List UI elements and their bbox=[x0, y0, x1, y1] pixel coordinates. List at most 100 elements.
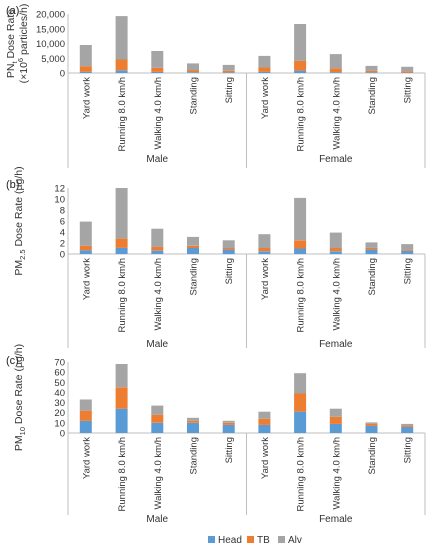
bar-head-segment bbox=[79, 71, 92, 73]
bar-alv-segment bbox=[294, 24, 307, 61]
bar-head-segment bbox=[294, 411, 307, 433]
y-tick-label: 20 bbox=[54, 408, 65, 419]
x-category-label: Walking 4.0 km/h bbox=[153, 77, 164, 150]
y-tick-label: 10 bbox=[54, 195, 65, 206]
bar-tb-segment bbox=[401, 249, 414, 251]
bar-tb-segment bbox=[329, 247, 342, 252]
bar-alv-segment bbox=[222, 420, 235, 423]
bar-alv-segment bbox=[115, 16, 128, 60]
bar-alv-segment bbox=[365, 242, 378, 248]
bar-head-segment bbox=[187, 72, 199, 73]
bar-head-segment bbox=[151, 250, 164, 254]
x-category-label: Walking 4.0 km/h bbox=[331, 258, 342, 331]
bar-head-segment bbox=[187, 422, 199, 433]
bar-tb-segment bbox=[401, 71, 414, 73]
y-tick-label: 0 bbox=[60, 250, 65, 261]
y-tick-label: 50 bbox=[54, 378, 65, 389]
bar-alv-segment bbox=[115, 364, 128, 388]
x-category-label: Sitting bbox=[403, 258, 414, 284]
bar-head-segment bbox=[115, 70, 128, 73]
bar-alv-segment bbox=[151, 228, 164, 247]
y-tick-label: 8 bbox=[60, 206, 65, 217]
x-category-label: Yard work bbox=[260, 437, 271, 479]
bar-tb-segment bbox=[294, 393, 307, 412]
bar-alv-segment bbox=[365, 422, 378, 424]
x-category-label: Walking 4.0 km/h bbox=[331, 437, 342, 510]
bar-head-segment bbox=[115, 408, 128, 433]
bar-head-segment bbox=[365, 72, 378, 73]
bar-head-segment bbox=[294, 248, 307, 254]
bar-tb-segment bbox=[258, 67, 271, 72]
bar-alv-segment bbox=[187, 417, 199, 421]
x-category-label: Running 8.0 km/h bbox=[117, 437, 128, 511]
bar-head-segment bbox=[258, 424, 271, 433]
bar-alv-segment bbox=[258, 234, 271, 248]
bar-tb-segment bbox=[222, 422, 235, 425]
bar-alv-segment bbox=[222, 64, 235, 71]
x-category-label: Yard work bbox=[260, 77, 271, 119]
panel-label: (a) bbox=[6, 5, 19, 17]
group-label: Female bbox=[319, 514, 353, 525]
x-category-label: Running 8.0 km/h bbox=[117, 258, 128, 332]
x-category-label: Yard work bbox=[81, 258, 92, 300]
bar-alv-segment bbox=[79, 399, 92, 411]
bar-head-segment bbox=[329, 72, 342, 73]
bar-alv-segment bbox=[294, 197, 307, 241]
x-category-label: Sitting bbox=[224, 77, 235, 103]
bar-alv-segment bbox=[401, 66, 414, 72]
legend-swatch-tb bbox=[247, 536, 254, 543]
bar-head-segment bbox=[294, 70, 307, 73]
legend-label: Alv bbox=[288, 535, 302, 546]
bar-tb-segment bbox=[329, 68, 342, 73]
group-label: Male bbox=[146, 514, 168, 525]
bar-alv-segment bbox=[401, 244, 414, 250]
bar-alv-segment bbox=[294, 373, 307, 394]
x-category-label: Standing bbox=[189, 77, 200, 115]
bar-head-segment bbox=[258, 251, 271, 255]
x-category-label: Standing bbox=[367, 258, 378, 296]
y-tick-label: 0 bbox=[60, 429, 65, 440]
bar-head-segment bbox=[151, 422, 164, 433]
chart-panel-1: (a) 0 5,000 10,000 15,000 20,000 PNt Dose Rate… bbox=[5, 4, 426, 168]
bar-tb-segment bbox=[294, 60, 307, 71]
bar-tb-segment bbox=[151, 414, 164, 423]
bar-tb-segment bbox=[151, 67, 164, 72]
y-tick-label: 40 bbox=[54, 388, 65, 399]
bar-alv-segment bbox=[79, 45, 92, 67]
bar-tb-segment bbox=[151, 246, 164, 251]
legend-label: TB bbox=[257, 535, 270, 546]
bar-head-segment bbox=[365, 249, 378, 254]
group-label: Male bbox=[146, 339, 168, 350]
bar-tb-segment bbox=[187, 245, 199, 248]
bar-alv-segment bbox=[79, 221, 92, 246]
bar-head-segment bbox=[79, 250, 92, 254]
bar-tb-segment bbox=[79, 66, 92, 72]
bar-head-segment bbox=[187, 247, 199, 254]
x-category-label: Sitting bbox=[403, 437, 414, 463]
bar-head-segment bbox=[401, 250, 414, 254]
bar-tb-segment bbox=[115, 59, 128, 71]
bar-tb-segment bbox=[187, 70, 199, 73]
x-category-label: Standing bbox=[367, 437, 378, 475]
bar-tb-segment bbox=[258, 418, 271, 425]
y-tick-label: 10,000 bbox=[36, 39, 65, 50]
bar-tb-segment bbox=[258, 247, 271, 252]
bar-alv-segment bbox=[329, 408, 342, 417]
x-category-label: Yard work bbox=[81, 77, 92, 119]
bar-tb-segment bbox=[365, 70, 378, 73]
y-axis-label: PM10 Dose Rate (µg/h) bbox=[13, 344, 27, 451]
bar-alv-segment bbox=[258, 411, 271, 419]
bar-head-segment bbox=[365, 425, 378, 433]
y-tick-label: 10 bbox=[54, 418, 65, 429]
bar-head-segment bbox=[401, 426, 414, 433]
legend-swatch-head bbox=[208, 536, 215, 543]
x-category-label: Walking 4.0 km/h bbox=[153, 258, 164, 331]
y-tick-label: 12 bbox=[54, 184, 65, 195]
group-label: Male bbox=[146, 154, 168, 165]
bar-head-segment bbox=[115, 247, 128, 254]
x-category-label: Yard work bbox=[81, 437, 92, 479]
group-label: Female bbox=[319, 154, 353, 165]
x-category-label: Walking 4.0 km/h bbox=[153, 437, 164, 510]
bar-alv-segment bbox=[258, 55, 271, 68]
